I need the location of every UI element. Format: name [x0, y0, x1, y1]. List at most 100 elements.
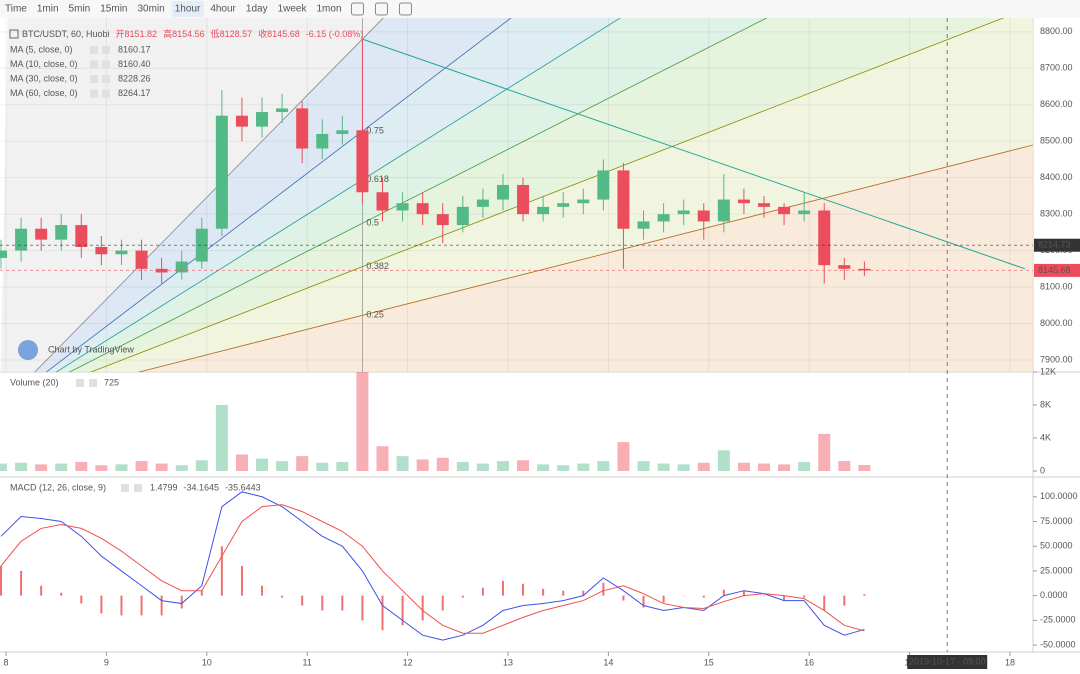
candle-body	[195, 228, 208, 262]
volume-bar	[35, 464, 48, 471]
volume-bar	[55, 463, 68, 471]
watermark: Chart by TradingView	[48, 344, 134, 354]
volume-bar	[376, 446, 389, 471]
candle-body	[175, 261, 188, 273]
volume-bar	[476, 463, 489, 471]
volume-bar	[697, 462, 710, 471]
candle-body	[416, 203, 429, 215]
y-tick-label: -25.0000	[1040, 615, 1076, 625]
candle-body	[396, 203, 409, 211]
candle-body	[95, 246, 108, 255]
candle-body	[55, 225, 68, 240]
volume-bar	[155, 463, 168, 471]
x-tick-label: 14	[603, 657, 613, 667]
macd-histogram-bar	[522, 583, 525, 596]
interval-button[interactable]: 1day	[246, 4, 268, 15]
y-tick-label: 8700.00	[1040, 63, 1073, 73]
ohlc-label: 收8145.68	[258, 28, 300, 39]
active-tab	[171, 1, 204, 17]
interval-button[interactable]: 1week	[278, 4, 308, 15]
macd-plot	[0, 491, 866, 641]
volume-bar	[235, 454, 248, 471]
x-tick-label: 8	[4, 657, 9, 667]
macd-legend-value: -35.6443	[225, 482, 261, 492]
macd-histogram-bar	[762, 595, 765, 597]
volume-bar	[135, 461, 148, 471]
tool-icon[interactable]	[375, 2, 388, 16]
candle-body	[757, 203, 770, 207]
macd-histogram-bar	[722, 589, 725, 596]
volume-bar	[818, 433, 831, 471]
legend-icon[interactable]	[102, 75, 110, 83]
crosshair-label: 2019-10-17 · 09:00	[909, 656, 986, 666]
legend-icon[interactable]	[90, 75, 98, 83]
y-tick-label: 0.0000	[1040, 590, 1068, 600]
tool-icon[interactable]	[399, 2, 412, 16]
candle-body	[577, 199, 590, 204]
watermark-logo	[18, 340, 38, 360]
volume-bar	[436, 457, 449, 471]
y-tick-label: 0	[1040, 465, 1045, 475]
legend-icon[interactable]	[134, 484, 142, 492]
volume-bar	[356, 372, 369, 471]
macd-histogram-bar	[60, 592, 63, 596]
interval-button[interactable]: 4hour	[210, 4, 236, 15]
candle-body	[35, 228, 48, 240]
candle-body	[496, 184, 509, 200]
candle-body	[436, 214, 449, 226]
x-tick-label: 9	[104, 657, 109, 667]
interval-button[interactable]: 15min	[100, 4, 127, 15]
toolbar-items: Time 1min 5min 15min 30min 1hour 4hour 1day 1wee…	[5, 1, 412, 17]
legend-icon[interactable]	[102, 89, 110, 98]
legend-icon[interactable]	[121, 484, 129, 492]
candle-body	[617, 170, 630, 229]
macd-histogram-bar	[401, 595, 404, 626]
macd-histogram-bar	[301, 595, 304, 606]
legend-icon[interactable]	[90, 89, 98, 98]
volume-bar	[416, 459, 429, 471]
macd-histogram-bar	[501, 580, 504, 596]
candle-body	[517, 184, 530, 215]
chart-title: BTC/USDT, 60, Huobi 开8151.82 高8154.56 低8128…	[22, 28, 363, 39]
chart-title-text: BTC/USDT, 60, Huobi	[22, 29, 110, 39]
legend-icon[interactable]	[102, 60, 110, 69]
tool-icon[interactable]	[351, 2, 364, 16]
macd-histogram-bar	[461, 595, 464, 598]
volume-bar	[316, 462, 329, 471]
volume-bar	[637, 461, 650, 471]
legend-icon[interactable]	[76, 379, 84, 387]
candle-body	[557, 203, 570, 207]
ma-legend-label: MA (30, close, 0)	[10, 73, 78, 83]
candle-body	[296, 108, 309, 149]
legend-icon[interactable]	[89, 379, 97, 387]
macd-histogram-bar	[261, 585, 264, 596]
interval-button[interactable]: 1hour	[175, 4, 201, 15]
interval-button[interactable]: 30min	[137, 4, 164, 15]
candle-body	[838, 265, 851, 269]
legend-icon[interactable]	[102, 46, 110, 54]
fan-line	[34, 18, 384, 372]
collapse-icon[interactable]	[9, 29, 19, 39]
volume-bar	[336, 461, 349, 471]
y-tick-label: 25.0000	[1040, 565, 1073, 575]
legend-icon[interactable]	[90, 60, 98, 69]
interval-button[interactable]: 1mon	[316, 4, 341, 15]
interval-button[interactable]: 1min	[37, 4, 59, 15]
candle-body	[276, 108, 289, 113]
y-tick-label: 8400.00	[1040, 172, 1073, 182]
macd-histogram-bar	[381, 595, 384, 631]
y-tick-label: 8000.00	[1040, 318, 1073, 328]
volume-bar	[778, 464, 791, 471]
y-tick-label: 12K	[1040, 366, 1056, 376]
interval-button[interactable]: 5min	[69, 4, 91, 15]
interval-button[interactable]: Time	[5, 4, 27, 15]
fan-level-label: 0.382	[366, 261, 389, 271]
volume-bar	[557, 465, 570, 471]
price-tag-label: 8145.68	[1038, 265, 1071, 275]
legend-icon[interactable]	[90, 46, 98, 54]
volume-bar	[597, 461, 610, 471]
x-tick-label: 16	[804, 657, 814, 667]
volume-bar	[456, 461, 469, 471]
candle-body	[0, 250, 8, 258]
grid	[0, 18, 1033, 372]
